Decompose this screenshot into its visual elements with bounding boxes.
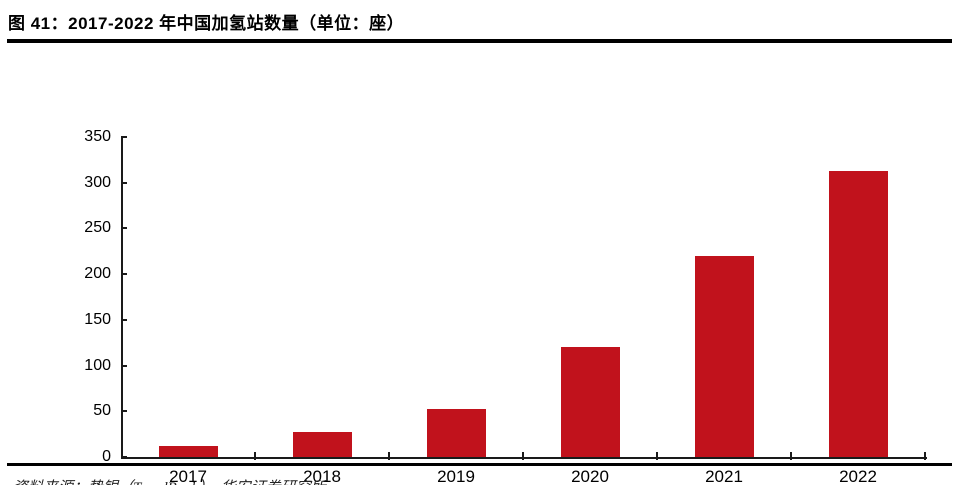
x-axis-tick	[522, 452, 524, 460]
bar-2017	[158, 446, 218, 457]
bar-2019	[426, 409, 486, 457]
y-axis-tick-label: 150	[84, 310, 111, 328]
bar-2020	[560, 347, 620, 457]
y-axis-tick-label: 250	[84, 219, 111, 237]
y-axis-tick-label: 200	[84, 265, 111, 283]
x-axis-tick	[656, 452, 658, 460]
bar-2022	[828, 170, 888, 457]
top-divider-rule	[7, 39, 952, 43]
bar-2018	[292, 432, 352, 457]
y-axis-tick	[121, 456, 127, 458]
y-axis-tick-label: 0	[102, 448, 111, 465]
y-axis-tick	[121, 318, 127, 321]
y-axis-tick	[121, 136, 127, 138]
y-axis-tick	[121, 273, 127, 276]
x-axis-line	[121, 457, 927, 459]
x-axis-tick	[924, 452, 926, 460]
y-axis-tick-label: 100	[84, 356, 111, 374]
bottom-divider-rule	[7, 463, 952, 466]
y-axis-line	[121, 136, 123, 459]
x-axis-tick-label: 2020	[571, 467, 609, 485]
y-axis-tick	[121, 227, 127, 230]
hydrogen-stations-bar-chart: 0 50 100 150 200 250 300 350 2017 2018 2019 2020 202…	[0, 50, 959, 485]
x-axis-tick-label: 2022	[839, 467, 877, 485]
y-axis-tick-label: 350	[84, 128, 111, 145]
y-axis-tick-label: 300	[84, 173, 111, 191]
x-axis-tick-label: 2017	[169, 467, 207, 485]
x-axis-tick-label: 2021	[705, 467, 743, 485]
x-axis-tick-label: 2019	[437, 467, 475, 485]
y-axis-tick-label: 50	[93, 402, 111, 420]
x-axis-tick	[790, 452, 792, 460]
source-note: 资料来源：势银（TrendBank），华安证券研究所	[13, 476, 326, 485]
y-axis-tick	[121, 364, 127, 367]
y-axis-tick	[121, 410, 127, 413]
x-axis-tick	[388, 452, 390, 460]
x-axis-tick-label: 2018	[303, 467, 341, 485]
y-axis-tick	[121, 181, 127, 184]
x-axis-tick	[254, 452, 256, 460]
figure-title: 图 41：2017-2022 年中国加氢站数量（单位：座）	[8, 14, 405, 33]
bar-2021	[694, 255, 754, 457]
